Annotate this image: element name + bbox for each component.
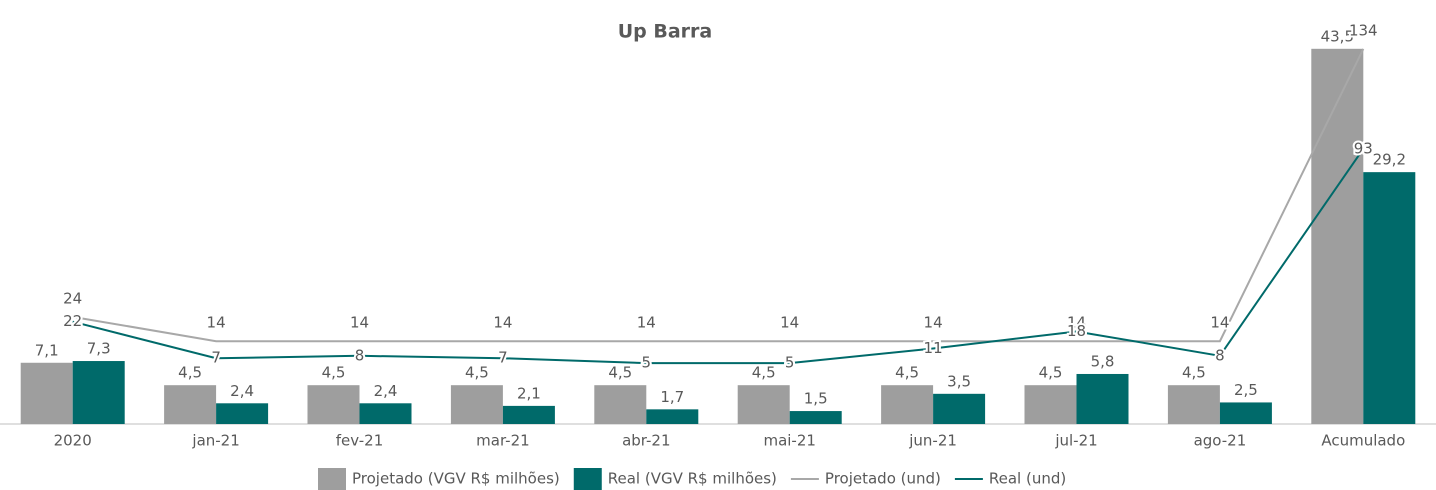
legend-swatch bbox=[318, 468, 346, 490]
bar bbox=[216, 403, 269, 424]
line-label: 7 bbox=[498, 349, 508, 367]
bar bbox=[1076, 373, 1129, 424]
bar-label: 2,4 bbox=[230, 382, 254, 400]
line-label: 8 bbox=[355, 346, 365, 364]
legend-label: Projetado (VGV R$ milhões) bbox=[352, 470, 560, 488]
bar-label: 2,1 bbox=[517, 384, 541, 402]
line-label: 7 bbox=[211, 349, 221, 367]
bar bbox=[164, 385, 217, 424]
bar bbox=[789, 411, 842, 424]
x-tick-label: jun-21 bbox=[908, 432, 957, 450]
line-label: 14 bbox=[350, 314, 369, 332]
chart-title: Up Barra bbox=[618, 21, 713, 43]
line bbox=[72, 148, 1365, 365]
bar-label: 4,5 bbox=[895, 364, 919, 382]
bar-label: 29,2 bbox=[1373, 151, 1406, 169]
line-label: 18 bbox=[1067, 322, 1086, 340]
bar-label: 2,4 bbox=[374, 382, 398, 400]
line-label: 14 bbox=[493, 314, 512, 332]
bar bbox=[881, 385, 934, 424]
bar-label: 2,5 bbox=[1234, 381, 1258, 399]
x-tick-label: abr-21 bbox=[622, 432, 670, 450]
line-label: 134 bbox=[1349, 21, 1378, 39]
bar-label: 4,5 bbox=[465, 364, 489, 382]
line-label: 14 bbox=[1210, 314, 1229, 332]
line-label: 14 bbox=[1067, 314, 1086, 332]
line-label: 14 bbox=[637, 314, 656, 332]
bar-label: 1,7 bbox=[660, 388, 684, 406]
line-label: 14 bbox=[924, 314, 943, 332]
bar bbox=[1311, 48, 1364, 424]
bar bbox=[1219, 402, 1272, 424]
line-label: 5 bbox=[785, 354, 795, 372]
bar-label: 43,5 bbox=[1321, 27, 1354, 45]
bar bbox=[307, 385, 360, 424]
x-tick-label: mai-21 bbox=[763, 432, 815, 450]
bar bbox=[1024, 385, 1077, 424]
bar bbox=[737, 385, 790, 424]
bar bbox=[502, 405, 555, 424]
line-label: 24 bbox=[63, 289, 82, 307]
bar-label: 5,8 bbox=[1091, 352, 1115, 370]
bar-label: 4,5 bbox=[752, 364, 776, 382]
line-label: 5 bbox=[642, 354, 652, 372]
bar bbox=[594, 385, 647, 424]
bar bbox=[359, 403, 412, 424]
bar bbox=[1167, 385, 1220, 424]
x-tick-label: Acumulado bbox=[1321, 432, 1405, 450]
bar-label: 4,5 bbox=[608, 364, 632, 382]
line-label: 14 bbox=[207, 314, 226, 332]
bar-label: 4,5 bbox=[1039, 364, 1063, 382]
x-tick-label: 2020 bbox=[54, 432, 92, 450]
legend-label: Real (VGV R$ milhões) bbox=[608, 470, 777, 488]
line-label: 93 bbox=[1354, 139, 1373, 157]
bar bbox=[72, 361, 125, 424]
bar-label: 4,5 bbox=[322, 364, 346, 382]
bar-label: 4,5 bbox=[178, 364, 202, 382]
x-tick-label: ago-21 bbox=[1194, 432, 1247, 450]
legend-label: Real (und) bbox=[989, 470, 1066, 488]
x-tick-label: jul-21 bbox=[1054, 432, 1097, 450]
bar bbox=[450, 385, 503, 424]
bar-label: 4,5 bbox=[1182, 364, 1206, 382]
bar bbox=[1363, 172, 1416, 424]
bar-label: 7,3 bbox=[87, 340, 111, 358]
line-label: 11 bbox=[924, 339, 943, 357]
x-tick-label: fev-21 bbox=[336, 432, 383, 450]
line-label: 14 bbox=[780, 314, 799, 332]
line-label: 22 bbox=[63, 312, 82, 330]
bar-label: 1,5 bbox=[804, 390, 828, 408]
legend-label: Projetado (und) bbox=[825, 470, 941, 488]
line-label: 8 bbox=[1215, 346, 1225, 364]
x-tick-label: jan-21 bbox=[191, 432, 239, 450]
line bbox=[72, 48, 1365, 343]
bar bbox=[933, 393, 986, 424]
legend-swatch bbox=[573, 468, 602, 490]
bar bbox=[20, 362, 73, 424]
bar-label: 7,1 bbox=[35, 341, 59, 359]
x-tick-label: mar-21 bbox=[476, 432, 530, 450]
bar-label: 3,5 bbox=[947, 372, 971, 390]
bar bbox=[646, 409, 699, 424]
